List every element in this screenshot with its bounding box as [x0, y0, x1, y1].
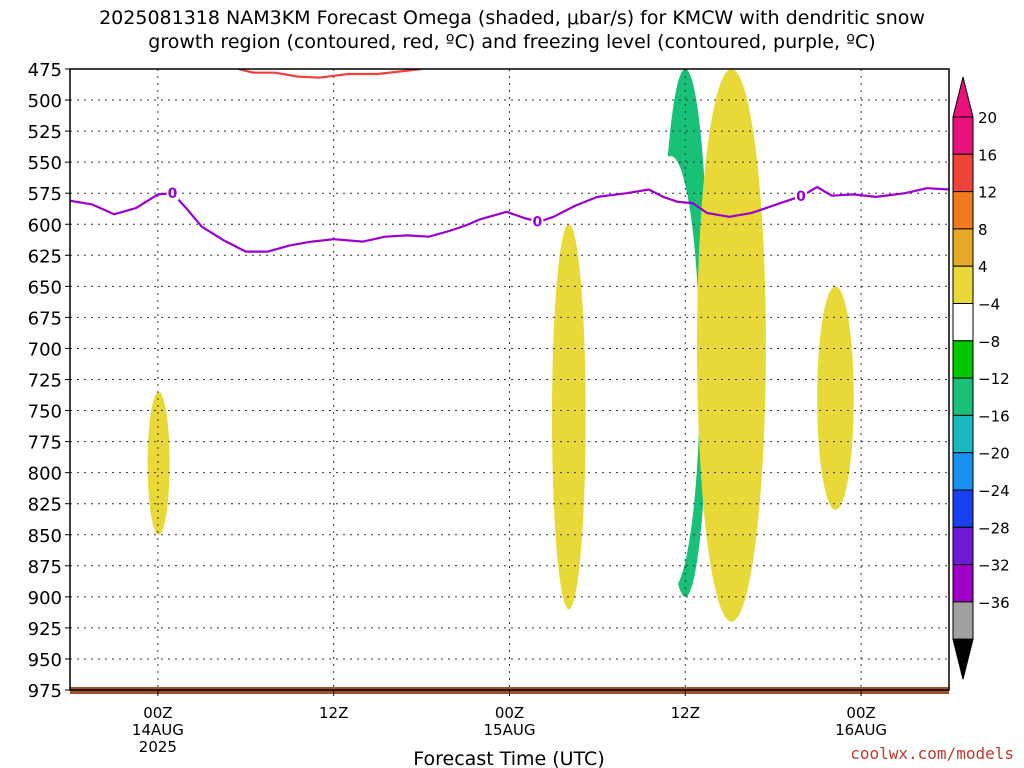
x-tick-label-6-1: 14AUG: [132, 721, 184, 739]
x-tick-label-18-0: 12Z: [319, 704, 348, 722]
colorbar-bin-12: [952, 564, 974, 603]
y-tick-label-725: 725: [28, 371, 62, 392]
colorbar-label-8: −16: [978, 407, 1010, 425]
colorbar-bin-11: [952, 526, 974, 566]
colorbar-label-4: 4: [978, 258, 988, 276]
x-tick-label-6-0: 00Z: [143, 704, 172, 722]
freezing-level-label-bg-1: [531, 212, 544, 229]
freezing-level-label-2: 0: [796, 189, 806, 205]
omega-feature-13: [817, 286, 854, 510]
omega-feature-14: [899, 447, 932, 585]
y-tick-label-575: 575: [28, 184, 62, 205]
colorbar-bin-10: [952, 489, 974, 528]
chart-title: 2025081318 NAM3KM Forecast Omega (shaded…: [0, 6, 1024, 54]
colorbar-label-9: −20: [978, 445, 1010, 463]
colorbar-label-1: 16: [978, 146, 997, 164]
y-tick-label-550: 550: [28, 153, 62, 174]
y-tick-label-700: 700: [28, 339, 62, 360]
pressure-axis: 475 500 525 550 575 600 625 650 675 700 725 750 775 8…: [28, 60, 70, 702]
chart-title-line-2: growth region (contoured, red, ºC) and f…: [148, 31, 876, 53]
freezing-level-label-1: 0: [532, 214, 542, 230]
omega-shading: [147, 69, 932, 622]
freezing-level-label-0: 0: [168, 186, 178, 202]
colorbar-bin-5: [952, 303, 974, 342]
y-tick-label-525: 525: [28, 122, 62, 143]
colorbar-label-2: 12: [978, 184, 997, 202]
omega-feature-12: [147, 391, 170, 535]
y-tick-label-750: 750: [28, 402, 62, 423]
colorbar-label-7: −12: [978, 370, 1010, 388]
y-tick-label-650: 650: [28, 277, 62, 298]
colorbar-bin-13: [952, 601, 974, 640]
y-tick-label-600: 600: [28, 215, 62, 236]
plot-area-background: [70, 69, 949, 690]
site-credit: coolwx.com/models: [850, 744, 1014, 763]
colorbar-bin-6: [952, 340, 974, 379]
omega-feature-8: [697, 69, 766, 622]
y-tick-label-500: 500: [28, 91, 62, 112]
chart-title-line-1: 2025081318 NAM3KM Forecast Omega (shaded…: [99, 7, 925, 29]
contour-lines: 0 0 0: [70, 69, 949, 253]
colorbar-label-3: 8: [978, 221, 988, 239]
omega-colorbar: 20 16 12 8 4 −4 −8 −12 −16 −20 −24 −28 −32 −36: [952, 76, 1010, 680]
colorbar-bin-9: [952, 452, 974, 491]
colorbar-label-6: −8: [978, 333, 1000, 351]
colorbar-bin-4: [952, 265, 974, 305]
colorbar-label-5: −4: [978, 296, 1000, 314]
colorbar-label-0: 20: [978, 109, 997, 127]
y-tick-label-900: 900: [28, 588, 62, 609]
y-tick-label-625: 625: [28, 246, 62, 267]
y-tick-label-800: 800: [28, 464, 62, 485]
x-tick-label-6-2: 2025: [139, 738, 177, 756]
y-tick-label-925: 925: [28, 619, 62, 640]
colorbar-bin-7: [952, 377, 974, 416]
x-tick-label-30-0: 00Z: [495, 704, 524, 722]
colorbar-bin-8: [952, 414, 974, 454]
freezing-level-label-bg-0: [166, 184, 179, 201]
freezing-level-label-bg-2: [795, 187, 808, 204]
colorbar-bin-0: [952, 116, 974, 155]
omega-feature-5: [641, 155, 700, 591]
y-tick-label-875: 875: [28, 557, 62, 578]
colorbar-label-12: −32: [978, 557, 1010, 575]
y-tick-label-475: 475: [28, 60, 62, 81]
colorbar-bin-1: [952, 153, 974, 193]
colorbar-label-11: −28: [978, 519, 1010, 537]
colorbar-bin-3: [952, 228, 974, 267]
x-axis-title: Forecast Time (UTC): [413, 748, 604, 768]
y-tick-label-825: 825: [28, 495, 62, 516]
x-tick-label-42-0: 12Z: [671, 704, 700, 722]
colorbar-label-13: −36: [978, 594, 1010, 612]
x-tick-label-54-1: 16AUG: [835, 721, 887, 739]
colorbar-label-10: −24: [978, 482, 1010, 500]
y-tick-label-675: 675: [28, 308, 62, 329]
y-tick-label-975: 975: [28, 681, 62, 702]
colorbar-top-triangle: [952, 76, 974, 118]
omega-feature-9: [513, 205, 554, 622]
colorbar-bottom-triangle: [952, 638, 974, 680]
y-tick-label-950: 950: [28, 650, 62, 671]
y-tick-label-850: 850: [28, 526, 62, 547]
x-tick-label-30-1: 15AUG: [484, 721, 536, 739]
omega-feature-11: [551, 224, 586, 610]
colorbar-bin-2: [952, 191, 974, 230]
dgz-contour-line: [238, 69, 422, 79]
y-tick-label-775: 775: [28, 433, 62, 454]
x-tick-label-54-0: 00Z: [846, 704, 875, 722]
